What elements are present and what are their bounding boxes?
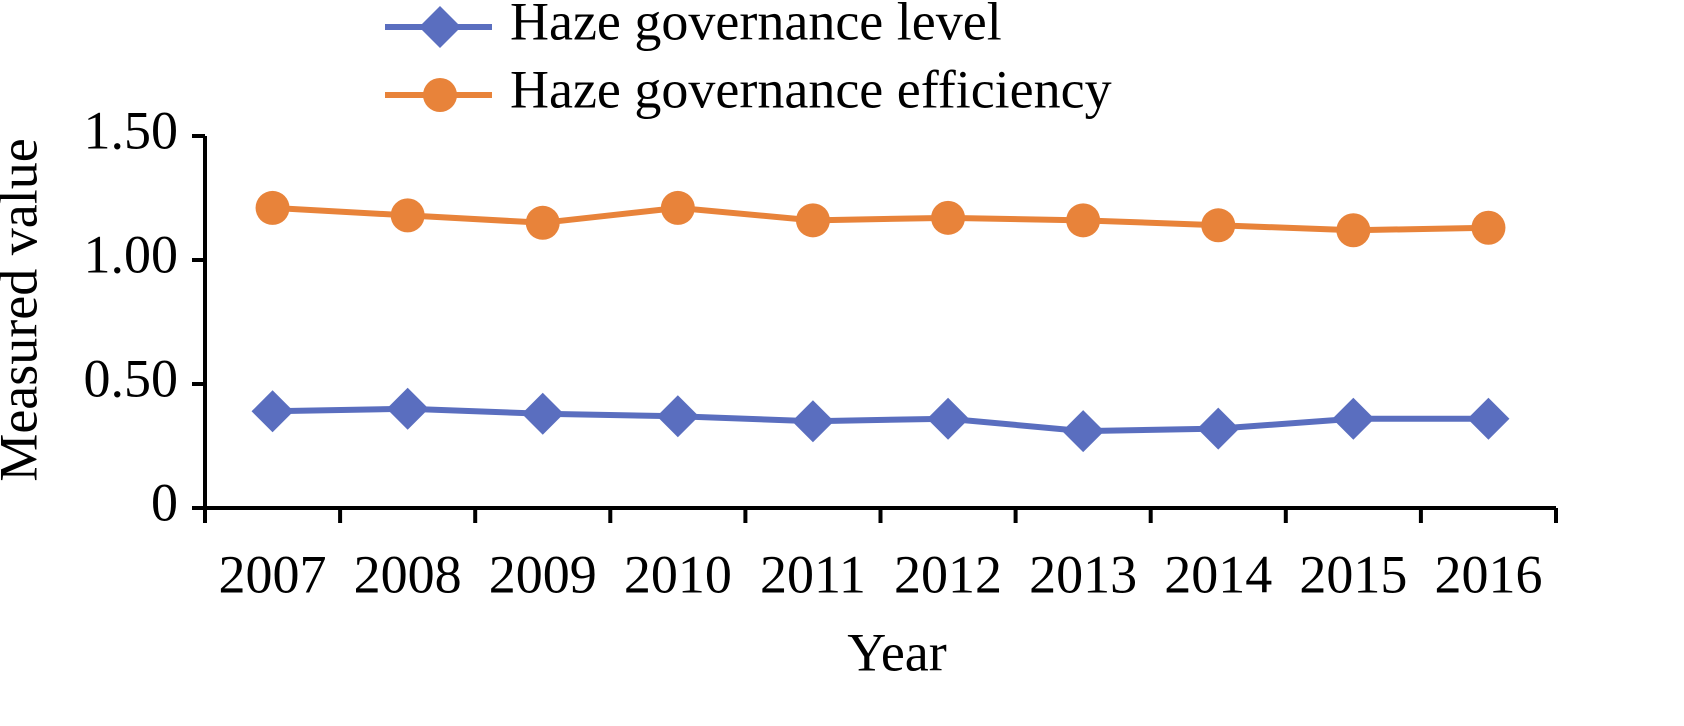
legend-marker [423,78,457,112]
x-axis-label: Year [847,622,947,682]
x-tick-label: 2016 [1434,544,1542,604]
diamond-marker [1332,397,1375,440]
diamond-marker [1467,397,1510,440]
circle-marker [255,190,290,225]
x-tick-label: 2015 [1299,544,1407,604]
diamond-marker [791,400,834,443]
y-axis-label: Measured value [0,138,48,481]
x-tick-label: 2011 [760,544,866,604]
diamond-marker [1062,410,1105,453]
legend-marker [419,6,461,48]
x-tick-label: 2009 [489,544,597,604]
diamond-marker [521,392,564,435]
circle-marker [1066,203,1101,238]
diamond-marker [656,395,699,438]
circle-marker [390,198,425,233]
circle-marker [1336,213,1371,248]
series-line [272,405,1489,435]
x-tick-label: 2014 [1164,544,1272,604]
legend-label: Haze governance efficiency [510,59,1112,119]
y-tick-label: 0 [151,472,178,532]
circle-marker [525,205,560,240]
circle-marker [1471,210,1506,245]
x-tick-label: 2010 [624,544,732,604]
x-tick-label: 2007 [219,544,327,604]
circle-marker [660,190,695,225]
diamond-marker [927,397,970,440]
diamond-marker [251,390,294,433]
legend-label: Haze governance level [510,0,1002,51]
y-tick-label: 0.50 [84,348,179,408]
diamond-marker [1197,407,1240,450]
series-line [272,204,1489,234]
x-tick-label: 2012 [894,544,1002,604]
y-tick-label: 1.00 [84,224,179,284]
x-tick-label: 2013 [1029,544,1137,604]
diamond-marker [386,387,429,430]
circle-marker [931,200,966,235]
circle-marker [1201,208,1236,243]
y-tick-label: 1.50 [84,100,179,160]
circle-marker [795,203,830,238]
x-tick-label: 2008 [354,544,462,604]
